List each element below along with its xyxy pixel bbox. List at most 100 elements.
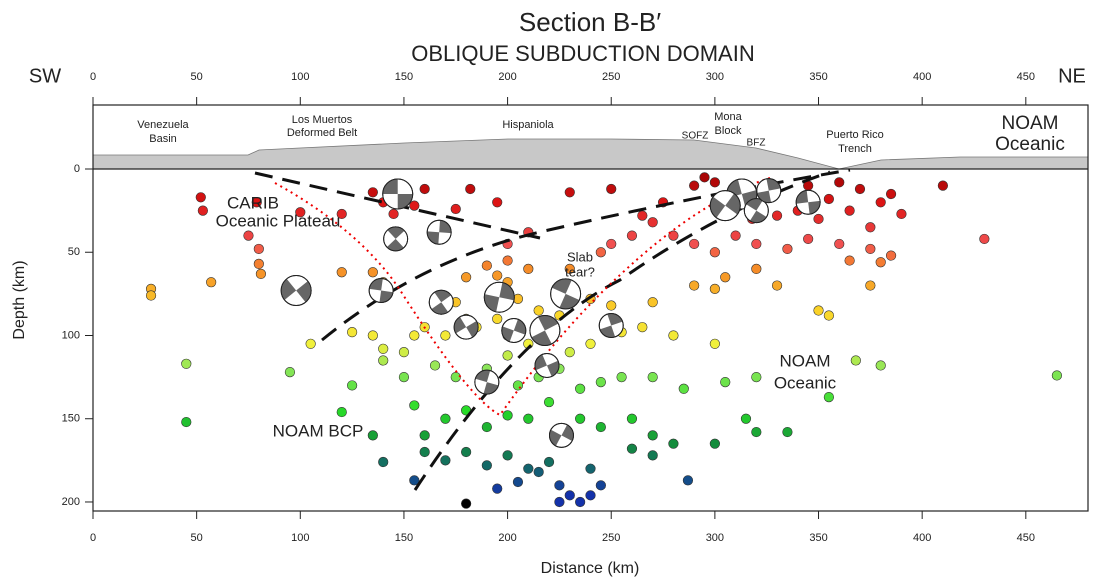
annotation: Slab <box>567 249 593 264</box>
x-tick-label: 50 <box>191 532 203 544</box>
earthquake <box>305 338 316 349</box>
beachball-quadrant <box>531 330 552 346</box>
earthquake <box>409 200 420 211</box>
annotation: Puerto Rico <box>826 129 883 141</box>
earthquake <box>523 413 534 424</box>
earthquake <box>595 247 606 258</box>
beachball-quadrant <box>549 429 562 446</box>
beachball-quadrant <box>808 200 821 215</box>
annotation: Basin <box>149 133 177 145</box>
beachball-outline <box>709 190 741 222</box>
earthquake <box>543 456 555 468</box>
earthquake <box>585 463 596 474</box>
earthquake <box>450 203 461 215</box>
earthquake <box>585 338 596 349</box>
beachball-quadrant <box>281 278 297 300</box>
x-tick-label: 0 <box>90 71 96 83</box>
beachball-outline <box>743 198 769 224</box>
earthquake <box>885 188 897 200</box>
beachball-quadrant <box>386 238 404 251</box>
focal-mechanism <box>428 289 454 315</box>
earthquake <box>689 280 700 291</box>
earthquake <box>647 297 658 308</box>
earthquake <box>367 267 378 278</box>
earthquake <box>378 355 389 366</box>
beachball-outline <box>474 369 500 395</box>
earthquake <box>284 367 296 378</box>
beachball-outline <box>548 422 574 448</box>
earthquake <box>367 430 378 441</box>
earthquake <box>251 197 262 208</box>
earthquake <box>450 372 461 383</box>
annotation: CARIB <box>227 193 279 212</box>
earthquake <box>429 360 441 371</box>
annotation: BFZ <box>747 138 766 149</box>
y-tick-label: 150 <box>62 413 80 425</box>
earthquake <box>606 300 617 311</box>
earthquake <box>730 230 741 241</box>
x-axis-title: Distance (km) <box>541 560 640 577</box>
earthquake <box>647 430 658 441</box>
earthquake <box>465 183 476 195</box>
earthquake <box>502 450 513 461</box>
annotation: Oceanic <box>774 373 837 392</box>
x-tick-label: 350 <box>809 71 827 83</box>
beachball-outline <box>550 278 582 310</box>
focal-mechanism <box>382 178 414 210</box>
beachball-outline <box>428 289 454 315</box>
beachball-quadrant <box>559 293 580 309</box>
earthquake <box>181 358 192 369</box>
earthquake <box>626 443 638 454</box>
beachball-quadrant <box>439 220 452 234</box>
x-tick-label: 200 <box>498 532 516 544</box>
beachball-outline <box>368 278 394 304</box>
y-axis-title: Depth (km) <box>11 260 28 339</box>
beachball-quadrant <box>561 424 574 442</box>
earthquake <box>626 230 638 241</box>
beachball-quadrant <box>756 190 772 203</box>
earthquake <box>709 247 720 258</box>
earthquake <box>668 330 679 341</box>
earthquake <box>854 183 866 195</box>
beachball-outline <box>534 352 560 378</box>
earthquake <box>481 460 492 471</box>
beachball-outline <box>382 178 414 210</box>
focal-mechanism <box>483 281 515 313</box>
earthquake <box>492 483 503 494</box>
beachball-quadrant <box>749 210 767 223</box>
earthquake <box>398 372 410 383</box>
earthquake <box>709 177 720 188</box>
focal-mechanism <box>795 189 821 215</box>
earthquake <box>647 372 658 383</box>
beachball-quadrant <box>538 315 559 331</box>
focal-mechanism <box>529 314 561 346</box>
earthquake <box>554 496 565 508</box>
earthquake <box>844 205 855 216</box>
beachball-quadrant <box>397 193 413 209</box>
focal-mechanism <box>474 369 500 395</box>
beachball-outline <box>426 219 452 245</box>
earthquake <box>512 380 524 391</box>
annotation: NOAM BCP <box>273 421 364 440</box>
earthquake <box>850 355 861 366</box>
focal-mechanism <box>280 275 312 307</box>
beachball-outline <box>501 317 527 343</box>
x-tick-label: 200 <box>498 71 516 83</box>
earthquake <box>367 330 378 341</box>
earthquake <box>419 430 430 441</box>
topography <box>92 138 1089 170</box>
earthquake <box>637 322 648 333</box>
focal-mechanism <box>548 422 574 448</box>
earthquake <box>564 490 575 501</box>
earthquake <box>197 205 208 216</box>
beachball-quadrant <box>427 231 440 245</box>
earthquake <box>554 480 565 491</box>
earthquake <box>689 238 700 250</box>
x-tick-label: 300 <box>706 532 724 544</box>
beachball-quadrant <box>296 281 312 303</box>
x-tick-label: 0 <box>90 532 96 544</box>
earthquake <box>253 258 264 269</box>
earthquake <box>347 327 358 338</box>
earthquake <box>409 330 420 341</box>
plot-frame <box>92 104 1089 512</box>
